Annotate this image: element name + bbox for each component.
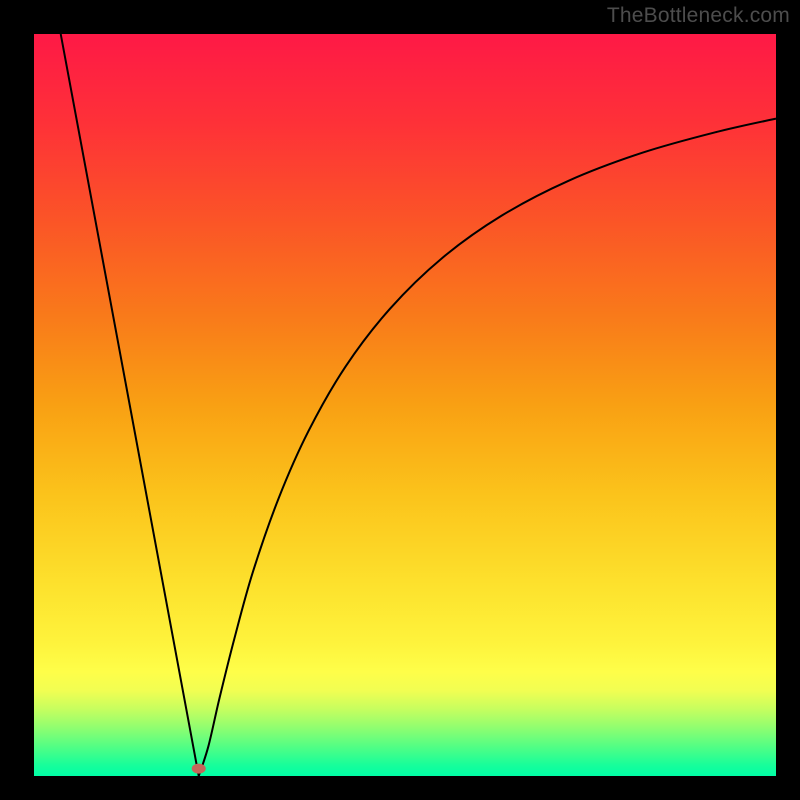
plot-frame xyxy=(776,0,800,800)
minimum-marker xyxy=(192,764,206,774)
plot-frame xyxy=(0,776,800,800)
plot-frame xyxy=(0,0,34,800)
chart-canvas xyxy=(0,0,800,800)
bottleneck-chart: TheBottleneck.com xyxy=(0,0,800,800)
watermark-text: TheBottleneck.com xyxy=(607,4,790,28)
